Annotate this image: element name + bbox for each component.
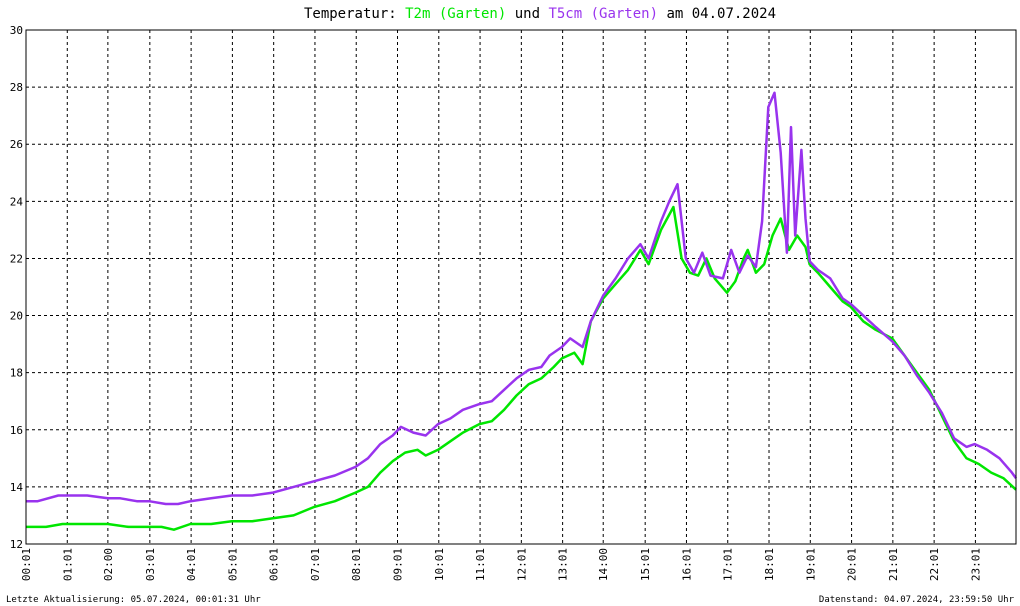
x-tick-label: 14:00: [597, 548, 610, 581]
y-tick-label: 16: [10, 424, 23, 437]
x-tick-label: 08:01: [350, 548, 363, 581]
series-line-t5cm: [26, 91, 1018, 506]
y-tick-label: 26: [10, 138, 23, 151]
x-tick-label: 11:01: [474, 548, 487, 581]
y-tick-label: 14: [10, 481, 24, 494]
x-tick-label: 04:01: [185, 548, 198, 581]
title-series2: T5cm (Garten): [548, 6, 658, 22]
x-tick-label: 16:01: [680, 548, 693, 581]
y-tick-label: 20: [10, 310, 23, 323]
title-prefix: Temperatur:: [304, 6, 405, 22]
x-tick-label: 01:01: [61, 548, 74, 581]
x-tick-label: 21:01: [887, 548, 900, 581]
x-tick-label: 22:01: [928, 548, 941, 581]
x-tick-label: 13:01: [557, 548, 570, 581]
footer-data-status: Datenstand: 04.07.2024, 23:59:50 Uhr: [819, 595, 1015, 605]
x-tick-label: 03:01: [144, 548, 157, 581]
x-tick-label: 00:01: [20, 548, 33, 581]
y-tick-label: 24: [10, 195, 24, 208]
x-tick-label: 23:01: [969, 548, 982, 581]
x-tick-label: 12:01: [515, 548, 528, 581]
x-tick-label: 02:00: [102, 548, 115, 581]
x-tick-label: 17:01: [722, 548, 735, 581]
y-tick-label: 22: [10, 252, 23, 265]
y-tick-label: 18: [10, 367, 23, 380]
title-series1: T2m (Garten): [405, 6, 506, 22]
grid-layer: [26, 30, 1016, 544]
x-tick-label: 06:01: [268, 548, 281, 581]
y-axis-ticks: 12 14 16 18 20 22 24 26 28 30: [10, 24, 24, 551]
x-tick-label: 19:01: [804, 548, 817, 581]
x-tick-label: 15:01: [639, 548, 652, 581]
title-suffix: am 04.07.2024: [658, 6, 776, 22]
series-layer: [26, 91, 1018, 531]
footer-last-update: Letzte Aktualisierung: 05.07.2024, 00:01…: [6, 595, 261, 605]
x-tick-label: 09:01: [392, 548, 405, 581]
chart-title: Temperatur: T2m (Garten) und T5cm (Garte…: [304, 6, 776, 22]
x-tick-label: 18:01: [763, 548, 776, 581]
x-tick-label: 07:01: [309, 548, 322, 581]
title-connector: und: [506, 6, 548, 22]
x-tick-label: 10:01: [433, 548, 446, 581]
y-tick-label: 30: [10, 24, 23, 37]
x-tick-label: 05:01: [226, 548, 239, 581]
series-line-t2m: [26, 205, 1017, 531]
y-tick-label: 28: [10, 81, 23, 94]
x-tick-label: 20:01: [846, 548, 859, 581]
x-axis-ticks: 00:01 01:01 02:00 03:01 04:01 05:01 06:01 07:01…: [20, 548, 982, 581]
y-tick-label: 12: [10, 538, 23, 551]
plot-frame: [25, 29, 1017, 545]
